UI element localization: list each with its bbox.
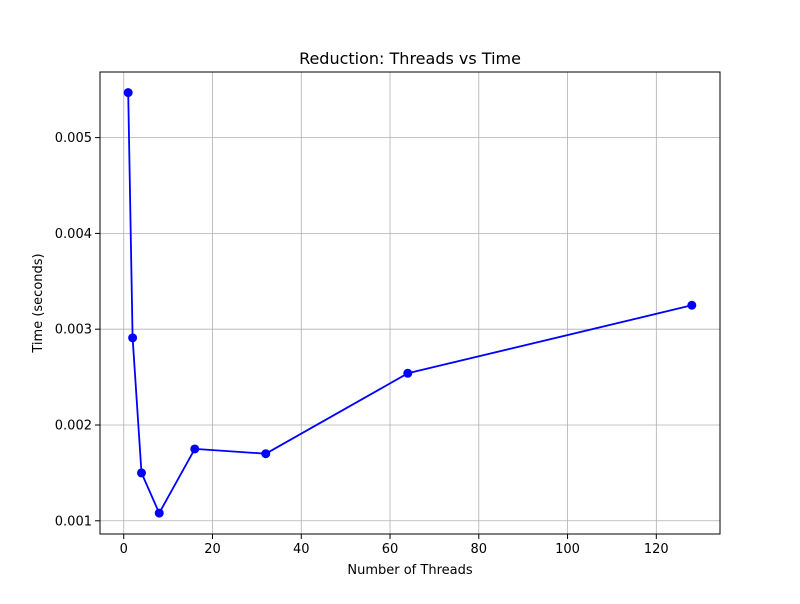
data-point xyxy=(261,449,271,459)
data-point xyxy=(136,468,146,478)
y-tick-label: 0.004 xyxy=(55,227,92,242)
grid xyxy=(100,72,720,534)
data-point xyxy=(687,300,697,310)
chart-title: Reduction: Threads vs Time xyxy=(299,49,521,68)
y-tick-label: 0.002 xyxy=(55,418,92,433)
x-tick-label: 100 xyxy=(555,542,580,557)
x-tick-label: 20 xyxy=(204,542,221,557)
x-tick-label: 80 xyxy=(471,542,488,557)
y-tick-label: 0.001 xyxy=(55,514,92,529)
y-axis-label: Time (seconds) xyxy=(31,253,46,353)
x-tick-label: 60 xyxy=(382,542,399,557)
data-point xyxy=(123,88,133,98)
data-point xyxy=(190,444,200,454)
data-point xyxy=(403,368,413,378)
series-line xyxy=(127,92,693,514)
x-tick-label: 0 xyxy=(120,542,128,557)
x-tick-label: 40 xyxy=(293,542,310,557)
ticks: 0 20 40 60 80 100 120 0.001 0.002 0.003 0.004 0.005 xyxy=(55,131,669,557)
data-point xyxy=(128,333,138,343)
y-tick-label: 0.003 xyxy=(55,323,92,338)
data-point xyxy=(154,508,164,518)
x-tick-label: 120 xyxy=(644,542,669,557)
y-tick-label: 0.005 xyxy=(55,131,92,146)
series xyxy=(123,88,697,518)
axes-frame xyxy=(99,71,721,535)
x-axis-label: Number of Threads xyxy=(347,563,472,578)
